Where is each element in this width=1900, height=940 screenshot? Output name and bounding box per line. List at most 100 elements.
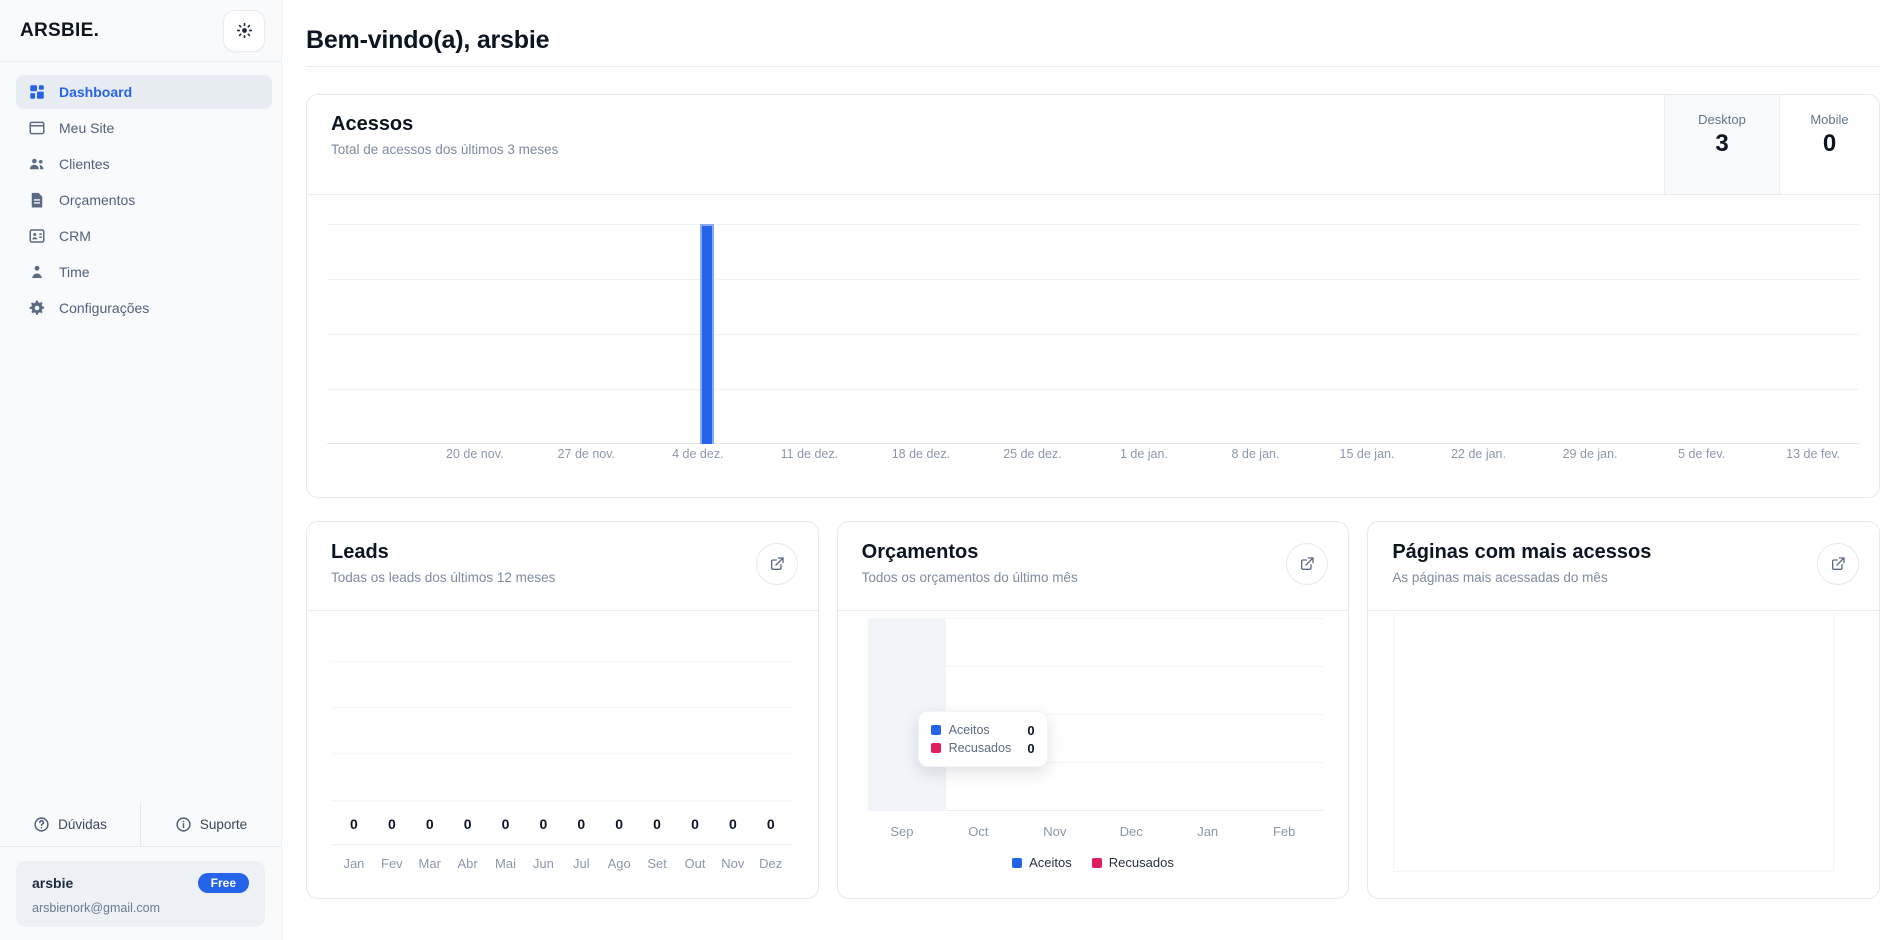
- acessos-x-axis: 20 de nov. 27 de nov. 4 de dez. 11 de dez. 1…: [307, 447, 1879, 461]
- paginas-card: Páginas com mais acessos As páginas mais…: [1367, 521, 1880, 899]
- x-axis-label: Nov: [1043, 824, 1067, 839]
- x-axis-label: Mai: [495, 856, 516, 871]
- tooltip-label: Recusados: [948, 741, 1012, 755]
- gridline: [327, 334, 1859, 335]
- paginas-expand-button[interactable]: [1817, 543, 1859, 585]
- sidebar-item-configuracoes[interactable]: Configurações: [16, 291, 272, 325]
- leads-value-labels: 0 0 0 0 0 0 0 0 0 0 0 0: [307, 816, 818, 832]
- x-axis-label: Feb: [1272, 824, 1296, 839]
- legend-swatch: [1012, 857, 1023, 868]
- acessos-stats: Desktop 3 Mobile 0: [1664, 95, 1879, 194]
- x-axis-label: 29 de jan.: [1562, 447, 1618, 461]
- value-label: 0: [766, 816, 775, 832]
- legend-swatch: [1091, 857, 1102, 868]
- sidebar-item-clientes[interactable]: Clientes: [16, 147, 272, 181]
- sidebar-item-label: CRM: [59, 228, 91, 244]
- acessos-chart: 20 de nov. 27 de nov. 4 de dez. 11 de dez. 1…: [307, 195, 1879, 497]
- tooltip-value: 0: [1027, 740, 1035, 756]
- leads-card: Leads Todas os leads dos últimos 12 mese…: [306, 521, 819, 899]
- lower-cards-row: Leads Todas os leads dos últimos 12 mese…: [306, 521, 1880, 899]
- duvidas-button[interactable]: Dúvidas: [0, 802, 140, 846]
- suporte-label: Suporte: [199, 816, 248, 832]
- user-email: arsbienork@gmail.com: [32, 901, 161, 915]
- x-axis-label: Fev: [381, 856, 403, 871]
- sidebar: ARSBIE. Dashboard Meu Site Clientes Orçamen…: [0, 0, 282, 940]
- paginas-subtitle: As páginas mais acessadas do mês: [1392, 570, 1608, 585]
- acessos-title: Acessos: [331, 113, 414, 135]
- mobile-stat: Mobile 0: [1779, 95, 1879, 194]
- main-content: Bem-vindo(a), arsbie Acessos Total de ac…: [282, 0, 1900, 940]
- x-axis-label: 11 de dez.: [780, 447, 839, 461]
- user-card-top: arsbie Free: [32, 873, 249, 893]
- sidebar-item-label: Clientes: [59, 156, 110, 172]
- orcamentos-card: Orçamentos Todos os orçamentos do último…: [836, 521, 1350, 899]
- x-axis-label: Out: [684, 856, 706, 871]
- external-link-icon: [1830, 556, 1846, 572]
- value-label: 0: [653, 816, 661, 832]
- suporte-button[interactable]: Suporte: [141, 802, 281, 846]
- value-label: 0: [728, 816, 737, 832]
- x-axis-label: 5 de fev.: [1678, 447, 1726, 461]
- leads-card-header: Leads Todas os leads dos últimos 12 mese…: [307, 522, 818, 611]
- contact-card-icon: [28, 227, 46, 245]
- dashboard-grid-icon: [28, 83, 46, 101]
- acessos-card-header: Acessos Total de acessos dos últimos 3 m…: [307, 95, 1879, 195]
- x-axis-label: 4 de dez.: [672, 447, 724, 461]
- x-axis-label: 22 de jan.: [1451, 447, 1506, 461]
- orcamentos-expand-button[interactable]: [1286, 543, 1329, 585]
- x-axis-label: Dez: [759, 856, 783, 871]
- desktop-stat-label: Desktop: [1698, 112, 1746, 127]
- sidebar-item-orcamentos[interactable]: Orçamentos: [16, 183, 272, 217]
- x-axis-label: Dec: [1119, 824, 1143, 839]
- sidebar-item-dashboard[interactable]: Dashboard: [16, 75, 272, 109]
- tooltip-row: Recusados 0: [930, 740, 1035, 756]
- sidebar-help-row: Dúvidas Suporte: [0, 802, 281, 847]
- tooltip-label: Aceitos: [948, 723, 990, 737]
- gridline: [327, 279, 1859, 280]
- chart-tooltip: Aceitos 0 Recusados 0: [917, 711, 1048, 767]
- paginas-card-header: Páginas com mais acessos As páginas mais…: [1368, 522, 1879, 611]
- sidebar-item-meu-site[interactable]: Meu Site: [16, 111, 272, 145]
- x-axis-label: Ago: [607, 856, 631, 871]
- users-icon: [28, 155, 46, 173]
- x-axis-label: Jan: [343, 856, 365, 871]
- x-axis-label: 13 de fev.: [1786, 447, 1841, 461]
- document-icon: [28, 191, 46, 209]
- x-axis-label: 1 de jan.: [1119, 447, 1168, 461]
- acessos-subtitle: Total de acessos dos últimos 3 meses: [331, 142, 559, 157]
- orcamentos-card-header: Orçamentos Todos os orçamentos do último…: [837, 522, 1349, 611]
- acessos-bar-4-de-dez[interactable]: [700, 224, 714, 444]
- gridline: [331, 800, 793, 801]
- user-card[interactable]: arsbie Free arsbienork@gmail.com: [16, 861, 265, 927]
- orcamentos-chart: Aceitos 0 Recusados 0 Sep Oct Nov Dec Jan Feb Ac…: [838, 611, 1349, 898]
- legend-label: Recusados: [1108, 855, 1174, 870]
- leads-subtitle: Todas os leads dos últimos 12 meses: [331, 570, 556, 585]
- x-axis-label: Jun: [532, 856, 554, 871]
- gridline: [327, 224, 1859, 225]
- x-axis-label: Mar: [418, 856, 441, 871]
- theme-toggle-button[interactable]: [223, 9, 265, 52]
- x-axis-label: Set: [647, 856, 667, 871]
- desktop-stat-value: 3: [1715, 130, 1729, 157]
- plan-badge: Free: [197, 873, 249, 893]
- x-axis-label: Jul: [572, 856, 590, 871]
- x-axis-label: Abr: [457, 856, 478, 871]
- value-label: 0: [501, 816, 510, 832]
- orcamentos-x-axis: Sep Oct Nov Dec Jan Feb: [838, 824, 1349, 839]
- value-label: 0: [691, 816, 699, 832]
- orcamentos-subtitle: Todos os orçamentos do último mês: [861, 570, 1078, 585]
- tooltip-swatch: [930, 725, 941, 735]
- person-icon: [28, 263, 46, 281]
- leads-x-axis: Jan Fev Mar Abr Mai Jun Jul Ago Set Out Nov Dez: [307, 856, 818, 871]
- value-label: 0: [463, 816, 472, 832]
- sidebar-item-crm[interactable]: CRM: [16, 219, 272, 253]
- x-axis-label: 8 de jan.: [1231, 447, 1280, 461]
- gridline: [331, 753, 793, 754]
- sidebar-item-label: Time: [59, 264, 90, 280]
- leads-expand-button[interactable]: [755, 543, 798, 585]
- value-label: 0: [350, 816, 358, 832]
- sidebar-item-time[interactable]: Time: [16, 255, 272, 289]
- x-axis-label: 27 de nov.: [557, 447, 616, 461]
- sidebar-header: ARSBIE.: [0, 0, 281, 62]
- user-name: arsbie: [32, 875, 74, 891]
